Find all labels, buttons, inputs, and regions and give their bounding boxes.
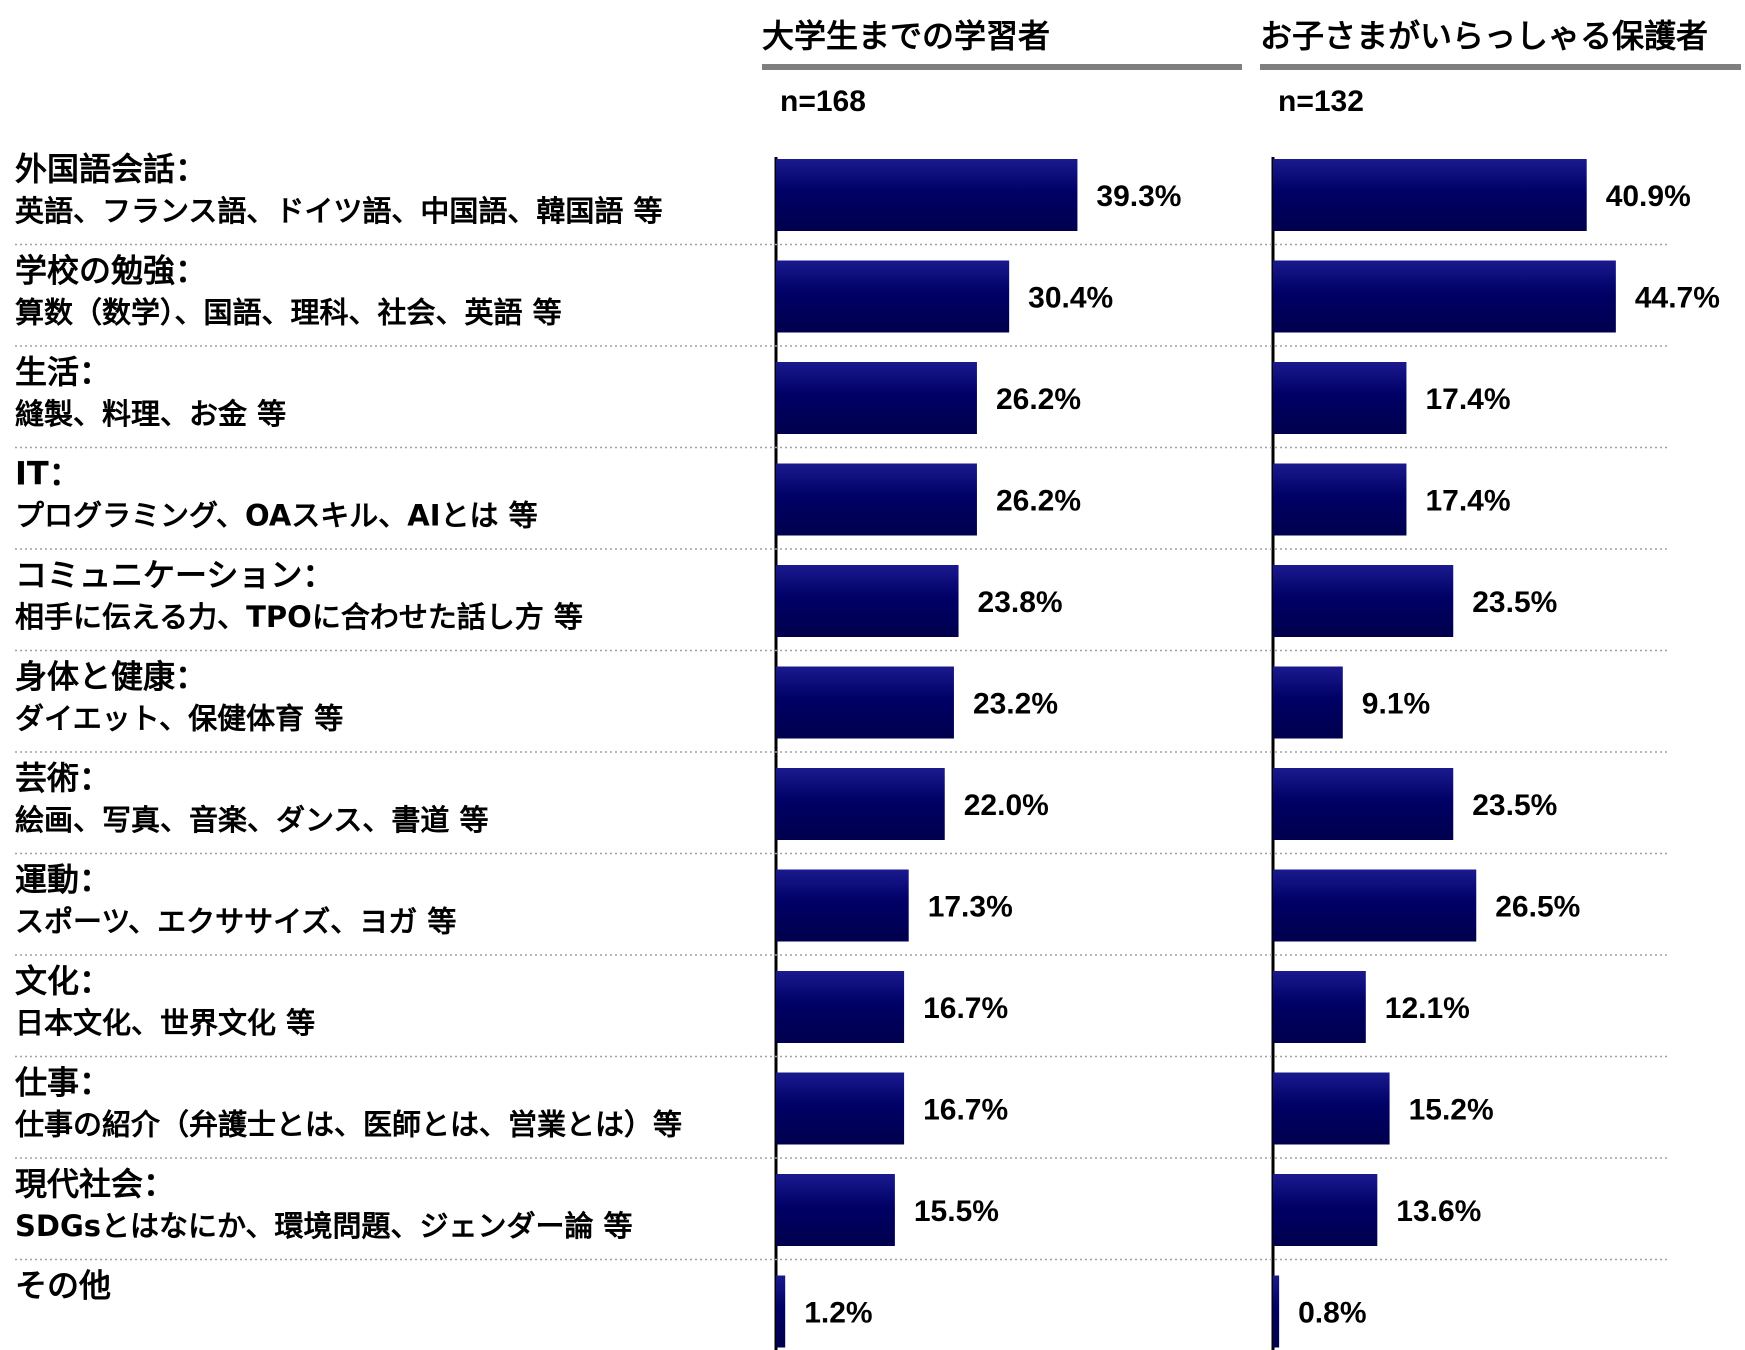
bar — [776, 565, 959, 637]
category-label: コミュニケーション： — [15, 556, 334, 594]
bar — [776, 1275, 786, 1348]
bars: 39.3% 30.4% 26.2% 26.2% 23.8% 23.2% 22.0% 17.3%… — [776, 159, 1720, 1348]
bar — [1273, 1275, 1280, 1348]
data-label: 15.5% — [914, 1195, 999, 1228]
category-sublabel: 縫製、料理、お金 等 — [15, 397, 286, 431]
panel-title: 大学生までの学習者 — [762, 17, 1050, 55]
bar — [1273, 362, 1407, 434]
category-label: 運動： — [15, 861, 111, 899]
data-label: 13.6% — [1396, 1195, 1481, 1228]
sample-size-label: n=168 — [780, 85, 866, 118]
data-label: 30.4% — [1028, 282, 1113, 315]
bar — [776, 768, 945, 840]
category-label: 学校の勉強： — [15, 252, 207, 290]
bar — [1273, 463, 1407, 536]
category-sublabel: 絵画、写真、音楽、ダンス、書道 等 — [15, 803, 489, 837]
data-label: 23.5% — [1472, 789, 1557, 822]
data-label: 23.2% — [973, 688, 1058, 721]
panel-parents: お子さまがいらっしゃる保護者 n=132 — [1260, 17, 1741, 1350]
row-separators — [15, 243, 1670, 1261]
bar — [776, 159, 1078, 231]
category-sublabel: スポーツ、エクササイズ、ヨガ 等 — [15, 905, 456, 939]
category-label: 文化： — [15, 962, 111, 1000]
category-sublabel: ダイエット、保健体育 等 — [15, 702, 343, 736]
category-sublabel: 日本文化、世界文化 等 — [15, 1006, 315, 1040]
bar — [776, 463, 977, 536]
data-label: 15.2% — [1409, 1094, 1494, 1127]
data-label: 44.7% — [1635, 282, 1720, 315]
bar — [776, 1174, 895, 1246]
category-sublabel: 相手に伝える力、TPOに合わせた話し方 等 — [15, 600, 583, 634]
data-label: 40.9% — [1606, 180, 1691, 213]
category-sublabel: 仕事の紹介（弁護士とは、医師とは、営業とは）等 — [14, 1108, 682, 1142]
data-label: 26.2% — [996, 485, 1081, 518]
data-label: 0.8% — [1298, 1297, 1366, 1330]
bar — [1273, 971, 1366, 1043]
bar — [1273, 1174, 1378, 1246]
bar — [776, 260, 1010, 333]
data-label: 39.3% — [1096, 180, 1181, 213]
data-label: 22.0% — [964, 789, 1049, 822]
bar — [776, 869, 909, 942]
data-label: 12.1% — [1385, 992, 1470, 1025]
data-label: 16.7% — [923, 1094, 1008, 1127]
data-label: 26.2% — [996, 383, 1081, 416]
category-label: 芸術： — [15, 759, 111, 797]
bar — [776, 971, 905, 1043]
category-sublabel: プログラミング、OAスキル、AIとは 等 — [15, 499, 538, 533]
category-sublabel: 英語、フランス語、ドイツ語、中国語、韓国語 等 — [15, 194, 663, 228]
sample-size-label: n=132 — [1278, 85, 1364, 118]
bar — [776, 666, 954, 739]
data-label: 17.4% — [1425, 485, 1510, 518]
data-label: 16.7% — [923, 992, 1008, 1025]
bar — [776, 362, 977, 434]
category-label: 仕事： — [15, 1064, 111, 1102]
category-label: 外国語会話： — [15, 150, 207, 188]
data-label: 1.2% — [804, 1297, 872, 1330]
panel-learners: 大学生までの学習者 n=168 — [762, 17, 1242, 1350]
bar — [1273, 666, 1343, 739]
data-label: 17.3% — [928, 891, 1013, 924]
bar — [776, 1072, 905, 1145]
category-label: 生活： — [15, 353, 111, 391]
data-label: 9.1% — [1362, 688, 1430, 721]
category-label: IT： — [15, 455, 81, 493]
bar — [1273, 768, 1454, 840]
data-label: 23.5% — [1472, 586, 1557, 619]
category-sublabel: SDGsとはなにか、環境問題、ジェンダー論 等 — [15, 1209, 633, 1243]
bar — [1273, 260, 1616, 333]
data-label: 26.5% — [1495, 891, 1580, 924]
data-label: 17.4% — [1425, 383, 1510, 416]
bar — [1273, 869, 1477, 942]
panel-title: お子さまがいらっしゃる保護者 — [1260, 17, 1708, 55]
data-label: 23.8% — [978, 586, 1063, 619]
bar — [1273, 565, 1454, 637]
category-label: その他 — [15, 1267, 111, 1305]
category-label: 現代社会： — [15, 1165, 175, 1203]
bar — [1273, 1072, 1390, 1145]
category-label: 身体と健康： — [15, 658, 207, 696]
bar — [1273, 159, 1587, 231]
category-sublabel: 算数（数学）、国語、理科、社会、英語 等 — [15, 296, 562, 330]
